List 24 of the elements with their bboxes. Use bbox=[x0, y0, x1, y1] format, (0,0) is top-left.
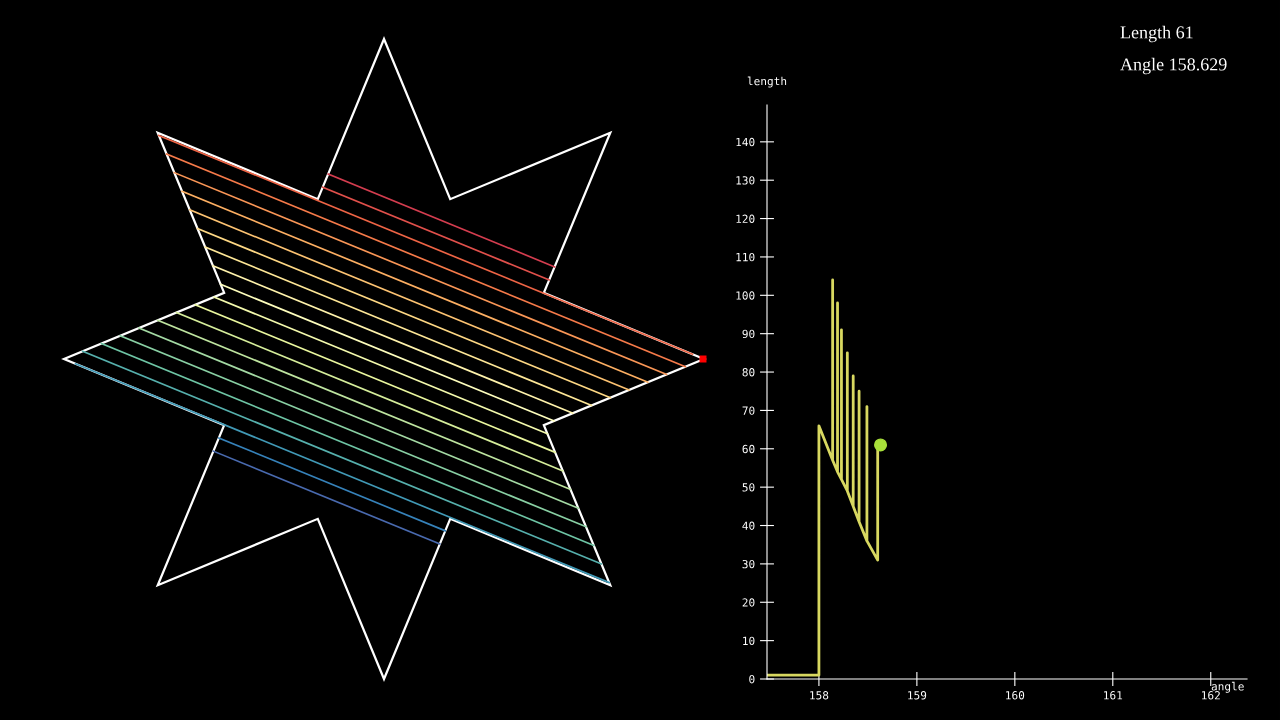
text: Angle 158.629 bbox=[1120, 57, 1227, 75]
x-tick-label: 160 bbox=[1006, 691, 1025, 700]
x-tick-label: 162 bbox=[1202, 691, 1220, 700]
y-tick-label: 50 bbox=[742, 483, 755, 492]
y-tick-label: 110 bbox=[736, 252, 755, 262]
y-tick-label: 20 bbox=[742, 598, 755, 607]
x-tick-label: 161 bbox=[1104, 691, 1123, 700]
x-tick-label: 159 bbox=[908, 691, 927, 700]
y-tick-label: 140 bbox=[736, 137, 755, 147]
y-tick-label: 10 bbox=[743, 636, 755, 646]
y-tick-label: 120 bbox=[736, 214, 755, 223]
y-tick-label: 90 bbox=[742, 329, 755, 339]
y-tick-label: 30 bbox=[742, 559, 755, 569]
y-tick-label: 80 bbox=[742, 368, 755, 377]
y-tick-label: 70 bbox=[742, 406, 755, 415]
y-axis-title: length bbox=[747, 76, 787, 88]
y-tick-label: 100 bbox=[736, 291, 755, 300]
y-tick-label: 60 bbox=[742, 444, 755, 454]
y-tick-label: 130 bbox=[736, 176, 755, 185]
y-tick-label: 40 bbox=[742, 521, 755, 530]
x-axis-title: angle bbox=[1211, 681, 1244, 693]
y-tick-label: 0 bbox=[749, 675, 755, 684]
text: Length 61 bbox=[1120, 25, 1193, 43]
x-tick-label: 158 bbox=[810, 691, 829, 700]
